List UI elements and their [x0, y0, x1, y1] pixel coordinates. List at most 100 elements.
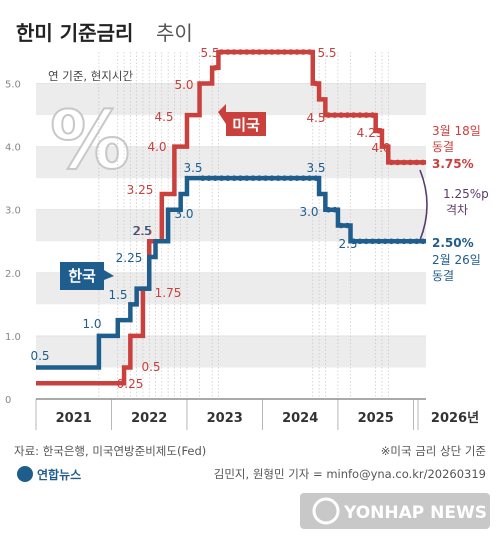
kr-end-note-action: 동결 [432, 269, 454, 283]
unit-note: 연 기준, 현지시간 [48, 69, 133, 83]
data-point [407, 238, 414, 245]
value-label-kr: 3.0 [299, 205, 318, 219]
tag-bubble-kr [60, 262, 114, 290]
gap-bracket [419, 169, 428, 241]
data-point [338, 112, 344, 118]
watermark-logo [312, 497, 340, 525]
value-label-us: 5.5 [317, 46, 336, 60]
data-point [300, 49, 307, 55]
year-label: 2024 [282, 411, 318, 426]
series-line-us [36, 49, 426, 386]
band [36, 83, 426, 116]
value-label-us: 5.0 [174, 78, 193, 92]
data-point [325, 206, 332, 213]
value-label-us: 4.0 [371, 141, 390, 155]
data-point [269, 49, 275, 55]
source-note: 자료: 한국은행, 미국연방준비제도(Fed) [14, 444, 206, 458]
value-label-kr: 3.5 [306, 161, 325, 175]
value-label-kr: 2.5 [338, 237, 357, 251]
data-point [250, 49, 256, 55]
data-point [275, 175, 281, 181]
value-label-us: 4.0 [147, 140, 166, 154]
value-label-us: 3.25 [127, 183, 154, 197]
data-point [388, 159, 395, 166]
data-point [401, 159, 407, 166]
data-point [420, 238, 426, 245]
data-point [237, 49, 244, 55]
data-point [363, 112, 370, 118]
band [36, 335, 426, 368]
data-point [338, 222, 344, 229]
data-point [394, 159, 401, 166]
us-end-note-date: 3월 18일 [432, 124, 481, 138]
gap-label: 격차 [446, 203, 468, 217]
data-point [306, 175, 313, 181]
data-point [212, 175, 219, 181]
value-label-kr: 3.5 [183, 161, 202, 175]
year-label: 2026년 [431, 411, 479, 426]
data-point [225, 49, 231, 55]
y-tick-label: 3.0 [5, 206, 21, 217]
data-point [243, 49, 250, 55]
value-label-kr: 2.50% [432, 236, 474, 250]
year-label: 2021 [56, 411, 92, 426]
tag-us: 미국 [232, 116, 260, 134]
value-label-us: 2.5 [133, 224, 152, 238]
data-point [237, 175, 244, 181]
gap-value: 1.25%p [443, 187, 489, 201]
kr-end-note-date: 2월 26일 [432, 253, 481, 267]
data-point [331, 206, 338, 213]
chart-title-suffix: 추이 [156, 21, 193, 45]
watermark-box [300, 493, 490, 529]
credit: 김민지, 원형민 기자 = minfo@yna.co.kr/20260319 [214, 467, 486, 481]
data-point [394, 238, 401, 245]
data-point [325, 112, 332, 118]
value-label-kr: 3.0 [174, 207, 193, 221]
year-label: 2023 [207, 411, 243, 426]
data-point [218, 49, 225, 55]
us-end-note-action: 동결 [432, 140, 454, 154]
footer: 자료: 한국은행, 미국연방준비제도(Fed) ※미국 금리 상단 기준김민지, … [14, 444, 490, 529]
value-label-kr: 2.25 [116, 251, 143, 265]
data-point [250, 175, 256, 181]
data-point [231, 49, 237, 55]
data-point [262, 175, 269, 181]
data-point [306, 49, 313, 55]
x-axis: 2021 2022 2023 2024 2025 2026년 [35, 398, 479, 430]
value-label-us: 4.25 [357, 126, 384, 140]
series-points [199, 49, 426, 245]
y-axis: 0 1.0 2.0 3.0 4.0 5.0 [5, 80, 21, 406]
data-point [350, 238, 357, 245]
data-point [382, 238, 388, 245]
data-point [369, 112, 376, 118]
data-point [401, 238, 407, 245]
data-point [363, 238, 370, 245]
value-label-us: 1.75 [155, 286, 182, 300]
value-label-us: 3.75% [432, 157, 474, 171]
tag-bubble-us [218, 104, 266, 136]
data-point [357, 112, 363, 118]
band [36, 146, 426, 179]
data-point [287, 175, 294, 181]
data-point [407, 159, 414, 166]
value-label-us: 0.25 [117, 377, 144, 391]
y-tick-label: 4.0 [5, 143, 21, 154]
data-point [281, 175, 288, 181]
data-point [331, 112, 338, 118]
y-tick-label: 1.0 [5, 332, 21, 343]
value-label-us: 5.5 [200, 46, 219, 60]
data-point [212, 64, 219, 71]
basis-note: ※미국 금리 상단 기준 [381, 444, 486, 458]
series-line-kr [36, 175, 426, 370]
watermark-text: YONHAP NEWS [343, 503, 487, 523]
data-point [376, 238, 382, 245]
data-point [281, 49, 288, 55]
value-label-kr: 0.5 [30, 349, 49, 363]
value-label-kr: 1.0 [82, 317, 101, 331]
data-point [256, 49, 263, 55]
data-point [420, 159, 426, 166]
data-point [256, 175, 263, 181]
data-point [357, 238, 363, 245]
